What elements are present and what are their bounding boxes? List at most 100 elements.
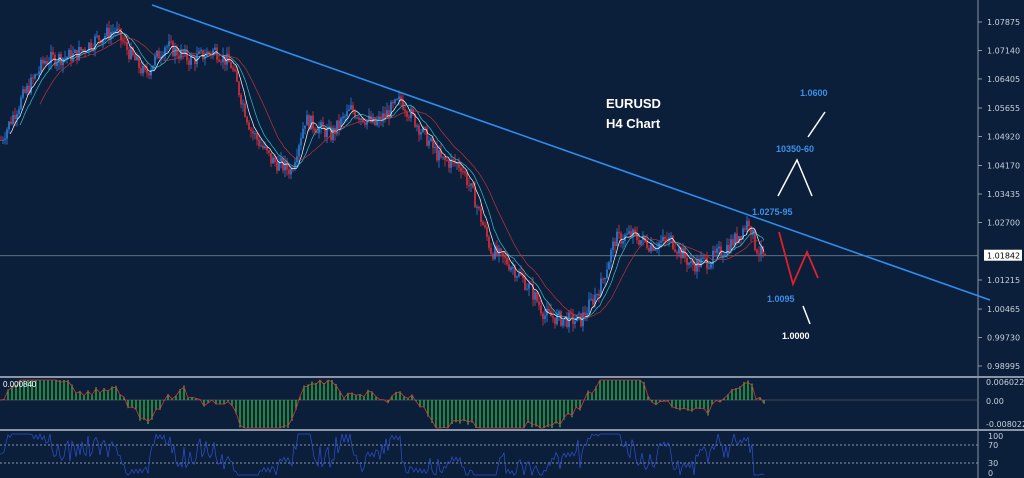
bull-scenario-path [777, 158, 813, 197]
candle-body [180, 49, 182, 59]
candle-body [430, 138, 432, 141]
candle-body [542, 313, 544, 319]
candle-body [226, 53, 228, 65]
candle-body [4, 138, 6, 140]
candle-body [38, 71, 40, 75]
candle-body [590, 298, 592, 300]
candle-body [294, 162, 296, 170]
candle-body [408, 116, 410, 118]
candle-body [268, 150, 270, 154]
candle-body [202, 49, 204, 60]
candle-body [510, 267, 512, 270]
candle-body [148, 73, 150, 76]
candle-body [286, 160, 288, 170]
candle-body [458, 163, 460, 168]
candle-body [128, 49, 130, 59]
candle-body [30, 77, 32, 94]
candle-body [322, 122, 324, 128]
candle-body [174, 47, 176, 57]
candle-body [488, 236, 490, 248]
y-tick-label: 1.04920 [987, 132, 1020, 141]
candle-body [646, 240, 648, 248]
candle-body [662, 236, 664, 242]
candle-body [482, 222, 484, 226]
candle-body [14, 115, 16, 120]
candle-body [232, 68, 234, 70]
candle-body [738, 235, 740, 243]
candle-body [32, 77, 34, 79]
candle-body [160, 56, 162, 59]
candle-body [390, 102, 392, 118]
candle-body [364, 122, 366, 125]
candle-body [444, 156, 446, 160]
candle-body [212, 49, 214, 55]
candle-body [684, 248, 686, 258]
candle-body [288, 169, 290, 175]
candle-body [196, 53, 198, 65]
candle-body [40, 59, 42, 72]
candle-body [742, 228, 744, 239]
candle-body [320, 122, 322, 127]
y-tick-label: 1.05655 [987, 104, 1020, 113]
candle-body [436, 146, 438, 161]
candle-body [558, 311, 560, 314]
candle-body [666, 239, 668, 242]
candle-body [632, 229, 634, 237]
candle-body [230, 62, 232, 69]
candle-body [748, 220, 750, 227]
candle-body [154, 56, 156, 66]
rsi-tick-label: 0 [988, 469, 993, 478]
candle-body [144, 65, 146, 70]
candle-body [222, 54, 224, 63]
y-tick-label: 1.01215 [987, 276, 1020, 285]
candle-body [712, 250, 714, 265]
candle-body [72, 52, 74, 62]
candle-body [360, 118, 362, 120]
candle-body [392, 102, 394, 104]
candle-body [20, 97, 22, 109]
target-low-label: 1.0000 [782, 331, 810, 341]
candle-body [130, 47, 132, 59]
candle-body [616, 231, 618, 247]
candle-body [242, 103, 244, 105]
macd-tick-label: 0.006022 [986, 378, 1024, 387]
candle-body [548, 308, 550, 312]
candle-body [368, 115, 370, 120]
candle-body [164, 47, 166, 56]
candle-body [94, 36, 96, 50]
candle-body [234, 69, 236, 72]
candle-body [18, 108, 20, 114]
candle-body [582, 312, 584, 327]
candle-body [690, 260, 692, 263]
bear-scenario-path [778, 231, 819, 287]
candle-body [280, 157, 282, 162]
rsi-tick-label: 100 [988, 432, 1003, 441]
candle-body [566, 317, 568, 328]
candle-body [732, 239, 734, 246]
y-tick-label: 1.03435 [987, 190, 1020, 199]
candle-body [556, 313, 558, 325]
candle-body [116, 28, 118, 32]
candle-body [316, 131, 318, 134]
candle-body [306, 115, 308, 126]
candle-body [334, 127, 336, 134]
candle-body [584, 312, 586, 316]
candle-body [80, 46, 82, 51]
candle-body [266, 146, 268, 151]
candle-body [362, 118, 364, 123]
moving-average-line [9, 29, 765, 321]
candle-body [210, 53, 212, 55]
candle-body [476, 206, 478, 208]
candle-body [284, 160, 286, 171]
candle-body [762, 246, 764, 255]
candle-body [326, 128, 328, 138]
rsi-line [0, 432, 765, 477]
candle-body [308, 115, 310, 130]
y-tick-label: 1.04170 [987, 162, 1020, 171]
candle-body [112, 31, 114, 33]
candle-body [630, 231, 632, 237]
candle-body [84, 49, 86, 52]
candle-body [228, 53, 230, 63]
candle-body [650, 244, 652, 252]
